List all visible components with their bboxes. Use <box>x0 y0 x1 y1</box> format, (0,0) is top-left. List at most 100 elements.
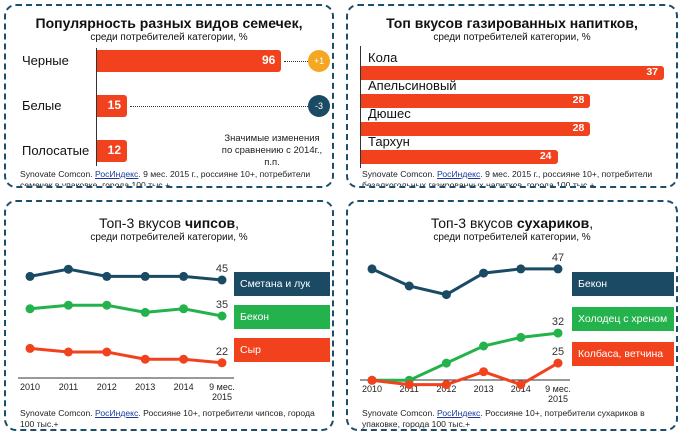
x-tick-label: 2011 <box>59 382 78 392</box>
axis-line <box>360 46 361 168</box>
change-bubble: -3 <box>308 95 330 117</box>
x-tick-label: 2012 <box>97 382 117 392</box>
x-tick-label: 2010 <box>362 384 382 394</box>
panel-title: Топ вкусов газированных напитков, <box>386 15 638 31</box>
end-value-label: 45 <box>216 263 228 275</box>
bar: 15 <box>97 95 127 117</box>
data-point <box>63 300 73 310</box>
data-point <box>179 304 189 314</box>
legend-item: Колбаса, ветчина <box>572 342 674 366</box>
bar: 28 <box>361 94 591 108</box>
series-line <box>29 303 223 318</box>
x-tick-label: 2013 <box>474 384 494 394</box>
source-name: Synovate Comcon. <box>20 408 93 418</box>
bar: 24 <box>361 150 558 164</box>
source-details: . 9 мес. 2015 г., россияне 10+, потребит… <box>20 169 311 188</box>
data-point <box>25 271 35 281</box>
series-line <box>371 267 558 297</box>
source-link[interactable]: РосИндекс <box>95 169 139 179</box>
panel-subtitle: среди потребителей категории, % <box>90 32 248 43</box>
bar-value-label: 28 <box>572 122 585 134</box>
soda-panel: Топ вкусов газированных напитков, среди … <box>346 4 678 188</box>
change-connector <box>284 61 308 62</box>
end-value-label: 25 <box>552 346 564 358</box>
data-point <box>404 380 414 390</box>
title-text: Топ-3 вкусов <box>430 215 517 231</box>
bar-value-label: 12 <box>107 143 121 157</box>
data-point <box>479 268 489 278</box>
source-details: . 9 мес. 2015 г., россияне 10+, потребит… <box>362 169 653 188</box>
source-name: Synovate Comcon. <box>362 408 435 418</box>
x-tick-label: 2010 <box>20 382 40 392</box>
data-point <box>553 358 563 368</box>
x-tick-label: 9 мес. 2015 <box>209 382 235 402</box>
data-point <box>179 354 189 364</box>
x-tick-label: 2013 <box>135 382 155 392</box>
panel-title: Популярность разных видов семечек, <box>35 15 303 31</box>
title-text: Топ-3 вкусов <box>98 215 185 231</box>
data-point <box>25 304 35 314</box>
data-point <box>516 332 526 342</box>
end-value-label: 47 <box>552 252 564 264</box>
series-line <box>371 361 559 387</box>
legend-item: Холодец с хреном <box>572 307 674 331</box>
source-footer: Synovate Comcon. РосИндекс. Россияне 10+… <box>20 408 325 429</box>
line-chart: 2010 2011 2012 2013 2014 9 мес. 2015 45 35 22 <box>18 263 235 402</box>
data-point <box>102 300 112 310</box>
source-footer: Synovate Comcon. РосИндекс. Россияне 10+… <box>362 408 667 429</box>
category-label: Белые <box>22 98 62 113</box>
data-point <box>479 367 489 377</box>
title-highlight: чипсов <box>184 215 236 231</box>
data-point <box>140 271 150 281</box>
data-point <box>441 358 451 368</box>
series-line <box>29 267 223 282</box>
end-value-label: 35 <box>216 299 228 311</box>
data-point <box>516 380 526 390</box>
source-link[interactable]: РосИндекс <box>95 408 139 418</box>
data-point <box>553 328 563 338</box>
panel-subtitle: среди потребителей категории, % <box>90 232 248 243</box>
source-link[interactable]: РосИндекс <box>437 408 481 418</box>
legend-item: Сыр <box>234 338 330 362</box>
legend-item: Сметана и лук <box>234 272 330 296</box>
category-label: Полосатые <box>22 143 90 158</box>
source-footer: Synovate Comcon. РосИндекс. 9 мес. 2015 … <box>362 169 667 188</box>
source-details: . Россияне 10+, потребители сухариков в … <box>362 408 645 429</box>
bar: 37 <box>361 66 664 80</box>
source-link[interactable]: РосИндекс <box>437 169 481 179</box>
panel-title: Топ-3 вкусов чипсов, <box>6 215 332 231</box>
croutons-panel: Топ-3 вкусов сухариков, среди потребител… <box>346 200 678 431</box>
series-line <box>372 331 559 382</box>
change-connector <box>130 106 308 107</box>
data-point <box>553 264 563 274</box>
data-point <box>102 347 112 357</box>
axis-line <box>96 48 97 166</box>
data-point <box>140 307 150 317</box>
x-tick-label: 2014 <box>174 382 194 392</box>
data-point <box>404 281 414 291</box>
panel-subtitle: среди потребителей категории, % <box>433 32 591 43</box>
change-bubble: +1 <box>308 50 330 72</box>
legend-item: Бекон <box>572 272 674 296</box>
bar-value-label: 96 <box>261 53 276 67</box>
bar-value-label: 24 <box>539 150 552 162</box>
bar: 12 <box>97 140 127 162</box>
bar: 96 <box>97 50 282 72</box>
title-end: , <box>589 215 594 231</box>
data-point <box>217 275 227 285</box>
data-point <box>63 347 73 357</box>
data-point <box>217 311 227 321</box>
data-point <box>441 380 451 390</box>
panel-subtitle: среди потребителей категории, % <box>433 232 591 243</box>
data-point <box>140 354 150 364</box>
source-name: Synovate Comcon. <box>362 169 435 179</box>
data-point <box>25 343 35 353</box>
data-point <box>217 358 227 368</box>
category-label: Апельсиновый <box>368 78 457 93</box>
source-details: . Россияне 10+, потребители чипсов, горо… <box>20 408 315 429</box>
series-line <box>29 346 223 365</box>
end-value-label: 32 <box>552 316 564 328</box>
data-point <box>367 264 377 274</box>
category-label: Черные <box>22 53 69 68</box>
